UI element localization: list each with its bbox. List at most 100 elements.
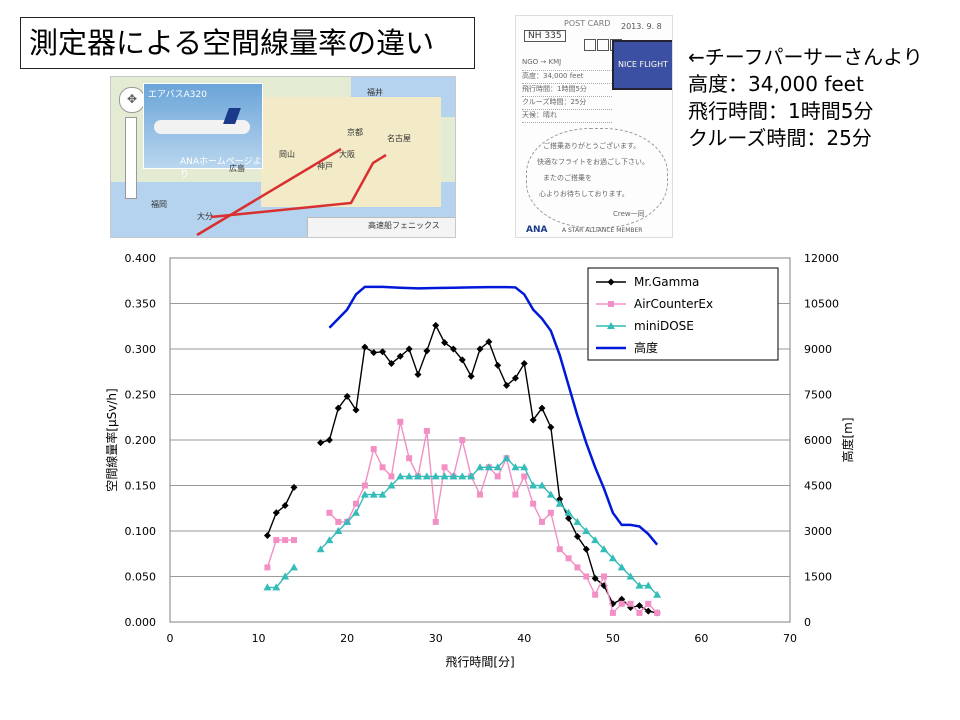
data-point xyxy=(326,509,333,516)
data-point xyxy=(379,348,387,356)
data-point xyxy=(476,463,484,471)
data-point xyxy=(520,360,528,368)
data-point xyxy=(440,472,449,480)
data-point xyxy=(530,500,537,507)
map-label: 福岡 xyxy=(151,200,167,209)
postcard-flight-number: NH 335 xyxy=(524,30,566,42)
map-label: 大分 xyxy=(197,212,213,221)
data-point xyxy=(449,472,458,480)
data-point xyxy=(378,490,387,498)
chart-series xyxy=(263,285,662,617)
data-point xyxy=(361,482,368,489)
series-- xyxy=(328,285,659,546)
data-point xyxy=(546,490,555,498)
y2-tick-label: 3000 xyxy=(804,525,832,538)
data-point xyxy=(573,517,582,525)
postcard-message-line: 心よりお待ちしております。 xyxy=(539,190,629,198)
data-point xyxy=(353,500,359,507)
info-source: ←チーフパーサーさんより xyxy=(688,45,923,69)
data-point xyxy=(282,537,289,544)
data-point xyxy=(484,463,493,471)
data-point xyxy=(644,607,652,615)
data-point xyxy=(617,563,626,571)
data-point xyxy=(263,532,271,540)
data-point xyxy=(547,509,554,516)
map-pan-control[interactable]: ✥ xyxy=(119,87,145,113)
map-land xyxy=(261,97,441,207)
data-point xyxy=(335,518,342,525)
series-line xyxy=(267,566,295,589)
data-point xyxy=(654,609,661,616)
data-point xyxy=(607,322,615,329)
data-point xyxy=(396,352,404,360)
data-point xyxy=(645,600,652,607)
data-point xyxy=(521,473,528,480)
data-point xyxy=(343,517,352,525)
y2-tick-label: 10500 xyxy=(804,298,839,311)
y-tick-label: 0.400 xyxy=(125,252,157,265)
airplane-photo: エアバスA320 ANAホームページより xyxy=(143,83,263,180)
postcard-message-line: またのご搭乗を xyxy=(543,174,592,182)
data-point xyxy=(360,490,369,498)
x-tick-label: 40 xyxy=(517,632,531,645)
data-point xyxy=(405,345,413,353)
x-tick-label: 60 xyxy=(694,632,708,645)
data-point xyxy=(458,472,467,480)
y2-tick-label: 9000 xyxy=(804,343,832,356)
x-tick-label: 70 xyxy=(783,632,797,645)
route-line-ferry xyxy=(210,153,387,219)
map-label: 広島 xyxy=(229,164,245,173)
ferry-thumbnail[interactable]: 高速船フェニックス xyxy=(307,217,455,237)
data-point xyxy=(591,536,600,544)
data-point xyxy=(592,591,599,598)
postcard-line: 飛行時間：1時間5分 xyxy=(522,84,612,97)
data-point xyxy=(317,439,325,447)
data-point xyxy=(281,572,290,580)
series-minidose xyxy=(263,454,662,598)
data-point xyxy=(511,463,520,471)
data-point xyxy=(512,491,519,498)
data-point xyxy=(607,278,615,286)
postcard-line: クルーズ時間：25分 xyxy=(522,97,612,110)
data-point xyxy=(529,416,537,424)
data-point xyxy=(539,518,545,525)
data-point xyxy=(538,404,546,412)
data-point xyxy=(334,404,342,412)
series-line xyxy=(328,285,659,546)
data-point xyxy=(325,436,333,444)
y-tick-label: 0.000 xyxy=(125,616,157,629)
y2-tick-label: 6000 xyxy=(804,434,832,447)
photo-link[interactable]: ANAホームページより xyxy=(180,157,262,180)
data-point xyxy=(291,537,297,544)
data-point xyxy=(477,491,483,498)
data-point xyxy=(476,345,484,353)
info-altitude: 高度：34,000 feet xyxy=(688,72,864,96)
data-point xyxy=(467,472,476,480)
data-point xyxy=(608,554,617,562)
y2-tick-label: 1500 xyxy=(804,571,832,584)
y2-tick-label: 0 xyxy=(804,616,811,629)
data-point xyxy=(556,546,563,553)
postcard-image: POST CARD 2013. 9. 8 NH 335 NICE FLIGHT … xyxy=(515,15,673,238)
data-point xyxy=(388,473,395,480)
flight-route xyxy=(196,147,387,237)
data-point xyxy=(582,527,591,534)
map-label: 大阪 xyxy=(339,150,355,159)
data-point xyxy=(574,564,581,571)
map-label: 京都 xyxy=(347,128,363,137)
postcard-date: 2013. 9. 8 xyxy=(621,22,662,31)
data-point xyxy=(272,583,281,591)
data-point xyxy=(387,481,396,489)
data-point xyxy=(511,374,519,382)
data-point xyxy=(290,483,298,491)
route-line-outbound xyxy=(196,147,342,237)
map-zoom-slider[interactable] xyxy=(125,117,137,199)
data-point xyxy=(449,345,457,353)
series-aircounterex xyxy=(264,418,661,616)
y2-axis-title: 高度[m] xyxy=(840,417,855,462)
data-point xyxy=(538,481,546,489)
data-point xyxy=(406,455,413,462)
x-tick-label: 20 xyxy=(340,632,354,645)
x-tick-label: 30 xyxy=(429,632,443,645)
